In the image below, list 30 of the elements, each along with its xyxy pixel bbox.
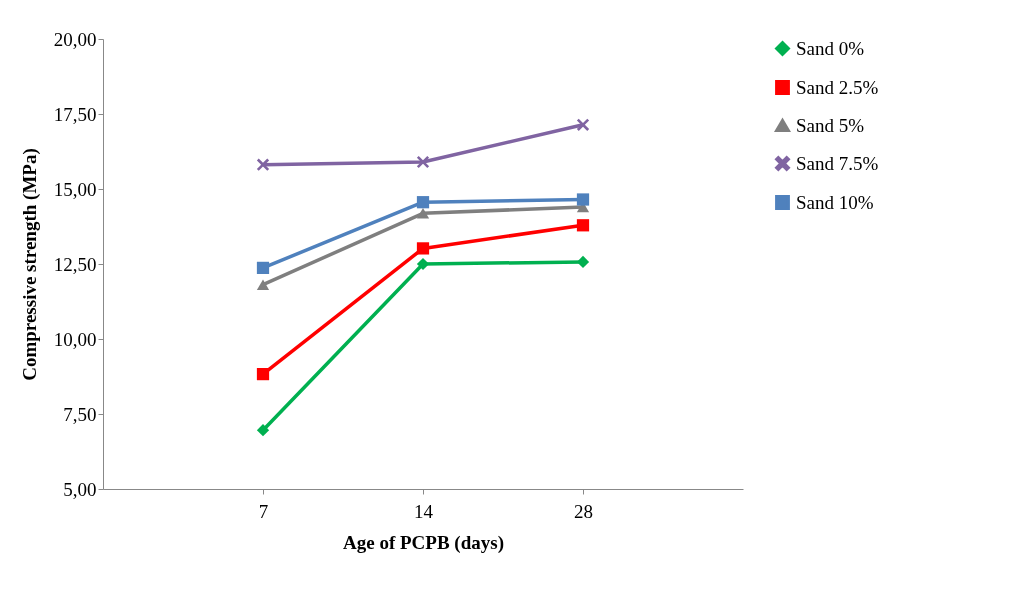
point bbox=[416, 208, 430, 219]
x-axis-title: Age of PCPB (days) bbox=[343, 531, 504, 554]
legend-label: Sand 7.5% bbox=[796, 152, 879, 174]
legend-label: Sand 2.5% bbox=[796, 76, 879, 98]
y-tick-label: 17,50 bbox=[53, 103, 97, 125]
point bbox=[256, 261, 270, 275]
y-tick-label: 12,50 bbox=[53, 253, 97, 275]
legend-label: Sand 10% bbox=[796, 191, 874, 213]
legend-label: Sand 0% bbox=[796, 37, 865, 59]
point bbox=[416, 257, 430, 271]
legend-label: Sand 5% bbox=[796, 114, 865, 136]
point bbox=[416, 196, 430, 209]
x-tick-label: 7 bbox=[258, 500, 269, 522]
y-tick-label: 15,00 bbox=[53, 178, 97, 200]
point bbox=[576, 118, 590, 131]
point bbox=[256, 424, 270, 437]
y-tick-label: 10,00 bbox=[53, 328, 97, 350]
point bbox=[256, 367, 270, 381]
y-tick-label: 5,00 bbox=[63, 478, 97, 500]
y-axis-title: Compressive strength (MPa) bbox=[18, 148, 41, 381]
point bbox=[416, 242, 430, 255]
x-tick-label: 14 bbox=[414, 500, 434, 522]
x-tick-label: 28 bbox=[574, 500, 593, 522]
y-tick-label: 7,50 bbox=[63, 403, 97, 425]
point bbox=[576, 193, 590, 206]
point bbox=[576, 255, 590, 269]
point bbox=[576, 219, 590, 232]
y-tick-label: 20,00 bbox=[53, 28, 97, 50]
point bbox=[256, 158, 270, 171]
point bbox=[256, 279, 270, 290]
